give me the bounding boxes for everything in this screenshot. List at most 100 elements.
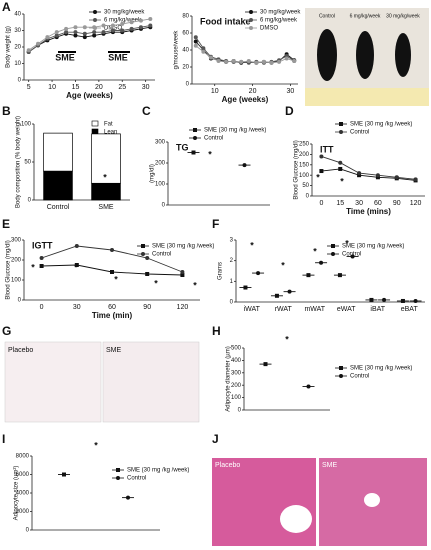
legend-label: 6 mg/kg/week: [104, 18, 142, 24]
x-tick-label: rWAT: [275, 306, 293, 313]
data-point: [120, 21, 125, 26]
y-axis-label: Adipocyte size (um²): [14, 466, 20, 521]
annotation: *: [193, 280, 197, 290]
data-point: [375, 175, 380, 180]
y-tick-label: 6000: [16, 472, 30, 478]
y-tick-label: 8000: [16, 454, 30, 460]
data-point: [39, 264, 44, 268]
data-point: [261, 59, 266, 64]
y-tick-label: 4000: [16, 491, 30, 497]
data-point: [201, 46, 206, 51]
panel-label: G: [2, 324, 11, 338]
annotation: SME: [108, 52, 128, 62]
data-point: [73, 30, 78, 35]
data-point: [82, 35, 87, 40]
image-label: Placebo: [215, 462, 240, 469]
y-tick-label: 100: [155, 182, 166, 188]
data-point: [319, 260, 324, 265]
y-tick-label: 0: [306, 194, 310, 200]
legend-marker: [249, 18, 253, 22]
data-point: [73, 33, 78, 38]
y-axis-label: Body composition (% body weight): [16, 116, 22, 208]
panel-label: C: [142, 104, 151, 118]
vessel: [364, 493, 380, 507]
x-tick-label: Control: [47, 204, 70, 211]
data-point: [292, 59, 297, 64]
data-point: [82, 31, 87, 36]
x-tick-label: 60: [374, 200, 382, 207]
x-axis-label: Time (mins): [346, 207, 391, 216]
x-tick-label: 25: [118, 84, 126, 91]
legend-label: Control: [350, 374, 369, 380]
data-point: [242, 163, 247, 168]
x-tick-label: 90: [143, 304, 151, 311]
legend-label: DMSO: [260, 26, 278, 32]
legend-marker: [93, 10, 97, 14]
data-point: [274, 293, 279, 298]
data-point: [413, 177, 418, 182]
legend-swatch: [91, 120, 99, 127]
data-point: [277, 59, 282, 64]
data-point: [357, 171, 362, 176]
y-tick-label: 3: [230, 238, 234, 244]
data-point: [413, 298, 418, 303]
bar-segment: [43, 132, 73, 172]
vessel: [280, 505, 312, 533]
data-point: [284, 56, 289, 61]
y-tick-label: 200: [299, 152, 310, 158]
legend-marker: [141, 252, 145, 256]
data-point: [54, 30, 59, 35]
x-tick-label: 10: [211, 88, 219, 95]
y-tick-label: 2000: [16, 509, 30, 515]
legend-label: SME (30 mg /kg /week): [152, 244, 214, 250]
y-tick-label: 40: [182, 48, 189, 54]
chart-title: IGTT: [32, 240, 53, 250]
data-point: [45, 35, 50, 40]
legend-marker: [93, 18, 97, 22]
y-axis-label: Body weight (g): [6, 26, 12, 68]
x-tick-label: 60: [108, 304, 116, 311]
data-point: [110, 248, 114, 252]
legend-marker: [116, 468, 120, 472]
data-point: [224, 59, 229, 64]
y-tick-label: 0: [162, 203, 166, 209]
legend-marker: [339, 122, 343, 126]
data-point: [148, 23, 153, 28]
annotation: *: [208, 149, 212, 159]
x-axis-label: Age (weeks): [222, 95, 269, 104]
data-point: [382, 297, 387, 302]
data-point: [338, 160, 343, 165]
data-point: [193, 39, 198, 44]
data-point: [138, 25, 143, 30]
mouse: [356, 31, 374, 79]
data-point: [243, 285, 248, 290]
histology-image: [4, 341, 102, 423]
legend-marker: [331, 244, 335, 248]
photo-label: 6 mg/kg/week: [350, 13, 381, 19]
y-tick-label: 0: [18, 298, 22, 304]
data-point: [337, 273, 342, 278]
data-point: [193, 35, 198, 40]
y-tick-label: 150: [299, 162, 310, 168]
data-point: [263, 362, 268, 367]
y-tick-label: 1: [230, 279, 234, 285]
data-point: [82, 25, 87, 30]
legend-label: SME (30 mg /kg /week): [350, 366, 412, 372]
data-point: [357, 173, 362, 178]
x-tick-label: iBAT: [370, 306, 385, 313]
data-point: [74, 263, 79, 267]
x-tick-label: 0: [319, 200, 323, 207]
legend-marker: [116, 476, 120, 480]
legend-marker: [193, 136, 197, 140]
data-point: [201, 49, 206, 54]
x-tick-label: mWAT: [304, 306, 325, 313]
y-tick-label: 200: [155, 161, 166, 167]
bar-segment: [43, 170, 73, 201]
data-point: [180, 273, 185, 277]
y-tick-label: 100: [21, 122, 32, 128]
panel-label: H: [212, 324, 221, 338]
y-tick-label: 100: [231, 395, 242, 401]
annotation: *: [285, 334, 289, 344]
annotation: *: [316, 172, 320, 182]
